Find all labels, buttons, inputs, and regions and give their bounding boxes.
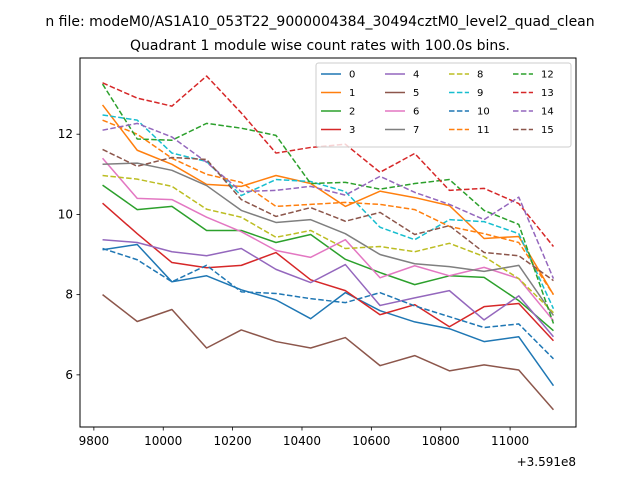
series-line-6 <box>101 157 555 322</box>
legend-label-7: 7 <box>413 125 419 136</box>
series-line-8 <box>102 174 554 314</box>
legend-label-12: 12 <box>541 70 554 81</box>
y-tick-label: 6 <box>65 368 73 382</box>
x-tick-label: 10600 <box>352 434 390 448</box>
legend-label-3: 3 <box>349 125 355 136</box>
series-line-7 <box>102 162 555 316</box>
legend-box <box>315 62 572 148</box>
series-line-11 <box>102 119 555 296</box>
x-tick-label: 10400 <box>283 434 321 448</box>
series-line-9 <box>102 114 555 309</box>
legend-label-14: 14 <box>541 107 554 118</box>
legend-label-13: 13 <box>541 88 554 99</box>
y-tick-label: 10 <box>58 207 73 221</box>
series-line-3 <box>102 202 554 342</box>
legend-label-0: 0 <box>349 70 355 81</box>
legend-label-4: 4 <box>413 70 419 81</box>
x-axis: 9800 10000 10200 10400 10600 10800 11000 <box>79 427 529 448</box>
chart-title: Quadrant 1 module wise count rates with … <box>130 38 510 54</box>
series-lines <box>101 75 555 411</box>
series-line-14 <box>102 122 555 279</box>
series-line-12 <box>101 83 555 324</box>
legend-label-5: 5 <box>413 88 419 99</box>
legend-label-1: 1 <box>349 88 355 99</box>
legend-label-8: 8 <box>477 70 483 81</box>
legend-label-6: 6 <box>413 107 419 118</box>
y-tick-label: 12 <box>58 127 73 141</box>
legend-label-9: 9 <box>477 88 483 99</box>
legend-label-11: 11 <box>477 125 490 136</box>
x-tick-label: 10000 <box>144 434 182 448</box>
y-tick-label: 8 <box>65 288 73 302</box>
series-line-5 <box>102 294 555 411</box>
series-line-4 <box>102 238 555 338</box>
x-tick-label: 10800 <box>422 434 460 448</box>
x-tick-label: 9800 <box>79 434 110 448</box>
legend-label-15: 15 <box>541 125 554 136</box>
series-line-15 <box>102 148 554 282</box>
x-tick-label: 11000 <box>491 434 529 448</box>
series-line-10 <box>102 247 554 360</box>
series-line-2 <box>102 184 554 332</box>
y-axis: 6 8 10 12 <box>58 127 80 382</box>
legend-label-2: 2 <box>349 107 355 118</box>
series-line-13 <box>102 75 555 247</box>
series-line-0 <box>102 243 555 387</box>
axes-frame <box>79 57 577 428</box>
x-tick-label: 10200 <box>214 434 252 448</box>
legend-label-10: 10 <box>477 107 490 118</box>
figure-suptitle: n file: modeM0/AS1A10_053T22_9000004384_… <box>45 14 594 30</box>
x-axis-offset-label: +3.591e8 <box>517 455 576 469</box>
